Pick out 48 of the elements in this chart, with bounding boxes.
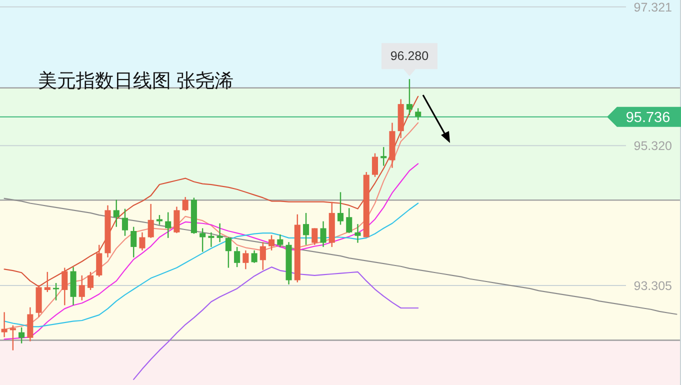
line-series	[133, 266, 419, 380]
candlestick	[130, 226, 137, 258]
candlestick	[174, 206, 180, 234]
candlestick	[354, 223, 361, 244]
candlestick	[62, 267, 68, 306]
line-series	[4, 198, 678, 315]
candlestick	[268, 234, 275, 252]
candlestick	[78, 274, 85, 301]
candlestick	[251, 250, 258, 264]
y-tick-label: 97.321	[634, 0, 672, 14]
candlestick	[1, 312, 8, 338]
candlestick	[242, 250, 249, 270]
candlestick	[53, 282, 60, 301]
candlestick	[139, 232, 146, 252]
candlestick	[277, 234, 284, 248]
candlestick	[415, 108, 422, 121]
candlestick	[122, 208, 128, 236]
candlestick	[18, 326, 25, 344]
candlestick	[165, 212, 172, 239]
candlestick	[372, 152, 378, 178]
candlestick	[312, 228, 318, 246]
annotation: 96.280	[390, 49, 429, 64]
candlestick	[182, 196, 188, 212]
candlestick	[27, 306, 34, 342]
candlestick	[156, 214, 162, 226]
candlestick	[346, 208, 352, 234]
y-tick-label: 93.305	[634, 278, 672, 293]
line-series	[4, 163, 419, 340]
candlestick	[216, 222, 223, 243]
candlestick	[406, 78, 412, 116]
candlestick	[148, 203, 154, 239]
candlestick	[87, 271, 94, 291]
candlestick	[303, 212, 310, 246]
candlestick	[337, 192, 344, 226]
candlestick	[200, 228, 206, 252]
candlestick	[320, 220, 326, 248]
candlestick	[113, 199, 120, 228]
candlestick	[225, 236, 232, 268]
ref-line-label: 95.736	[626, 110, 670, 126]
candlestick	[260, 242, 266, 270]
candlestick	[380, 146, 387, 166]
candlestick	[44, 271, 50, 293]
text: 美元指数日线图 张尧浠	[38, 70, 234, 92]
candlestick	[208, 232, 214, 248]
y-tick-label: 95.320	[634, 139, 672, 154]
candlestick	[10, 324, 16, 351]
candlestick	[96, 244, 102, 278]
candlestick	[234, 246, 240, 268]
